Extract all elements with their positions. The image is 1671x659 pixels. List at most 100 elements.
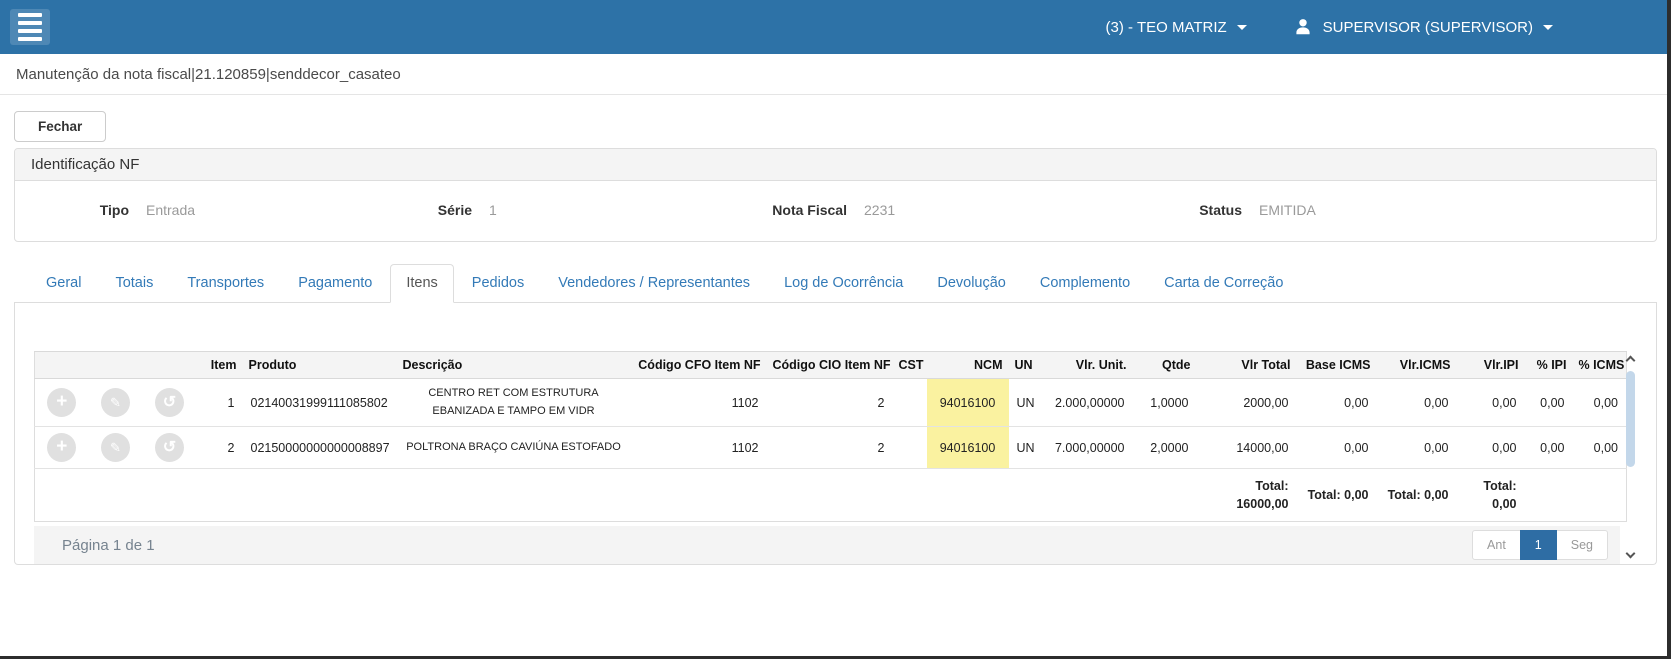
topbar: (3) - TEO MATRIZ SUPERVISOR (SUPERVISOR): [0, 0, 1671, 54]
tab-label: Devolução: [937, 275, 1006, 291]
cell-base_icms: 0,00: [1296, 378, 1377, 428]
tab-transportes[interactable]: Transportes: [171, 264, 280, 303]
cell-item: 2: [196, 426, 243, 470]
itens-tab-content: Item Produto Descrição Código CFO Item NF Có…: [14, 303, 1657, 566]
pencil-icon: ✎: [110, 395, 121, 411]
user-menu[interactable]: SUPERVISOR (SUPERVISOR): [1293, 17, 1553, 37]
col-header-pct_icms: % ICMS: [1572, 351, 1627, 379]
col-header-vlr_total: Vlr Total: [1196, 351, 1297, 379]
identificacao-panel: Identificação NF Tipo Entrada Série 1 Nota F…: [14, 148, 1657, 242]
cell-un: UN: [1008, 378, 1039, 428]
cell-vlr_unit: 2.000,00000: [1038, 378, 1133, 428]
tab-totais[interactable]: Totais: [99, 264, 169, 303]
hamburger-menu-button[interactable]: [10, 9, 50, 45]
col-header-cst: CST: [892, 351, 927, 379]
cell-vlr_icms: 0,00: [1376, 378, 1457, 428]
items-grid: Item Produto Descrição Código CFO Item NF Có…: [34, 351, 1637, 565]
tab-label: Carta de Correção: [1164, 275, 1284, 291]
table-footer: Página 1 de 1 Ant 1 Seg: [34, 526, 1620, 565]
col-header-produto: Produto: [242, 351, 397, 379]
history-item-button[interactable]: ↺: [155, 388, 184, 418]
col-header-qtde: Qtde: [1132, 351, 1197, 379]
window-edge-right: [1667, 0, 1671, 659]
col-header-cio: Código CIO Item NF: [766, 351, 893, 379]
tab-pagamento[interactable]: Pagamento: [282, 264, 388, 303]
col-header-vlr_unit: Vlr. Unit.: [1038, 351, 1133, 379]
field-value: 2231: [864, 202, 896, 218]
cell-pct_icms: 0,00: [1572, 426, 1627, 470]
field-label: Tipo: [99, 202, 129, 218]
field-label: Status: [1199, 202, 1242, 218]
totals-row: Total: 16000,00 Total: 0,00 Total: 0,00 Tot…: [35, 469, 1627, 522]
field-label: Nota Fiscal: [772, 202, 847, 218]
cell-pct_ipi: 0,00: [1524, 378, 1573, 428]
tab-carta-de-correcao[interactable]: Carta de Correção: [1148, 264, 1299, 303]
identification-fields: Tipo Entrada Série 1 Nota Fiscal 2231 Status EM…: [15, 181, 1656, 241]
prev-page-button[interactable]: Ant: [1472, 530, 1521, 561]
history-item-button[interactable]: ↺: [155, 433, 184, 463]
tab-vendedores-representantes[interactable]: Vendedores / Representantes: [542, 264, 766, 303]
tab-label: Vendedores / Representantes: [558, 275, 751, 291]
cell-cst: [892, 426, 927, 470]
field-status: Status EMITIDA: [1198, 202, 1656, 218]
cell-base_icms: 0,00: [1296, 426, 1377, 470]
field-value: EMITIDA: [1259, 202, 1316, 218]
hamburger-icon: [18, 13, 42, 17]
user-label: SUPERVISOR (SUPERVISOR): [1322, 18, 1533, 36]
tab-pedidos[interactable]: Pedidos: [456, 264, 540, 303]
cell-un: UN: [1008, 426, 1039, 470]
company-selector[interactable]: (3) - TEO MATRIZ: [1106, 19, 1247, 36]
table-row: + ✎ ↺ 1 02140031999111085802 CENTRO RET COM E…: [34, 378, 1627, 428]
tab-geral[interactable]: Geral: [30, 264, 97, 303]
cell-vlr_ipi: 0,00: [1456, 426, 1525, 470]
field-value: Entrada: [146, 202, 196, 218]
edit-item-button[interactable]: ✎: [101, 433, 130, 463]
tab-devolucao[interactable]: Devolução: [921, 264, 1022, 303]
field-tipo: Tipo Entrada: [15, 202, 426, 218]
next-page-button[interactable]: Seg: [1555, 530, 1608, 561]
add-item-button[interactable]: +: [47, 388, 77, 418]
tab-label: Itens: [390, 264, 454, 303]
cell-vlr_icms: 0,00: [1376, 426, 1457, 470]
actions-column-header: [34, 351, 89, 379]
col-header-base_icms: Base ICMS: [1296, 351, 1377, 379]
cell-qtde: 2,0000: [1132, 426, 1197, 470]
chevron-down-icon: [1236, 24, 1247, 30]
cell-cio: 2: [766, 426, 893, 470]
vertical-scrollbar[interactable]: [1624, 351, 1637, 564]
cell-descricao: CENTRO RET COM ESTRUTURA EBANIZADA E TAM…: [396, 378, 631, 428]
add-item-button[interactable]: +: [47, 433, 77, 463]
page-title: Manutenção da nota fiscal|21.120859|send…: [0, 54, 1671, 95]
scroll-down-icon[interactable]: [1625, 548, 1636, 559]
pagination: Ant 1 Seg: [1472, 530, 1608, 561]
chevron-down-icon: [1543, 24, 1553, 30]
fechar-button[interactable]: Fechar: [14, 111, 107, 142]
plus-icon: +: [56, 391, 68, 413]
window-edge-bottom: [0, 656, 1671, 659]
scrollbar-thumb[interactable]: [1626, 371, 1635, 467]
field-nota-fiscal: Nota Fiscal 2231: [771, 202, 1198, 218]
actions-column-header: [142, 351, 197, 379]
col-header-vlr_ipi: Vlr.IPI: [1456, 351, 1525, 379]
cell-cio: 2: [766, 378, 893, 428]
tab-complemento[interactable]: Complemento: [1024, 264, 1146, 303]
user-icon: [1293, 17, 1313, 37]
items-table: Item Produto Descrição Código CFO Item NF Có…: [34, 351, 1627, 523]
company-label: (3) - TEO MATRIZ: [1105, 18, 1227, 36]
cell-ncm: 94016100: [926, 426, 1009, 470]
cell-qtde: 1,0000: [1132, 378, 1197, 428]
field-value: 1: [489, 202, 497, 218]
edit-item-button[interactable]: ✎: [101, 388, 130, 418]
total-vlr_icms: Total: 0,00: [1387, 488, 1449, 503]
page-1-button[interactable]: 1: [1519, 530, 1557, 561]
tab-label: Pagamento: [298, 275, 373, 291]
col-header-cfo: Código CFO Item NF: [630, 351, 767, 379]
cell-descricao: POLTRONA BRAÇO CAVIÚNA ESTOFADO: [396, 426, 631, 470]
actions-column-header: [88, 351, 143, 379]
col-header-descricao: Descrição: [396, 351, 631, 379]
scroll-up-icon[interactable]: [1625, 355, 1636, 366]
field-serie: Série 1: [426, 202, 771, 218]
tab-log-de-ocorrencia[interactable]: Log de Ocorrência: [768, 264, 919, 303]
tab-label: Complemento: [1039, 275, 1131, 291]
tab-itens[interactable]: Itens: [390, 264, 454, 303]
